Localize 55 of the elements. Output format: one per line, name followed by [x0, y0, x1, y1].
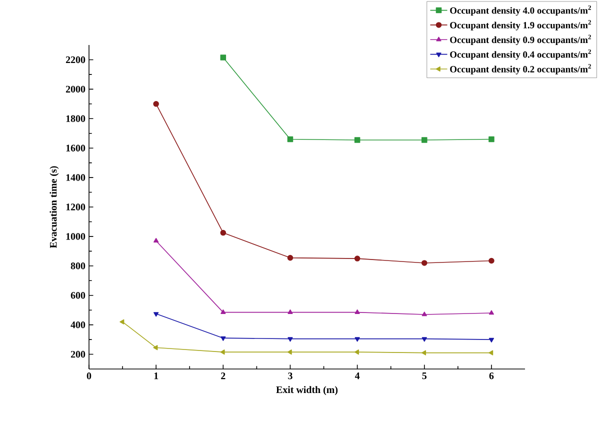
- point: [422, 312, 427, 316]
- point: [154, 238, 159, 243]
- legend-label: Occupant density 0.4 occupants/m$^{2}$: [450, 49, 591, 60]
- x-tick-label: 6: [489, 372, 494, 380]
- point: [220, 309, 226, 314]
- legend-label: Occupant density 0.9 occupants/m$^{2}$: [450, 34, 591, 46]
- x-tick-label: 2: [221, 372, 226, 380]
- point: [354, 337, 360, 342]
- point: [354, 256, 360, 262]
- y-tick-label: 2000: [66, 86, 86, 93]
- x-tick-label: 5: [422, 372, 427, 380]
- y-tick-label: 1800: [66, 115, 86, 122]
- legend-label: Occupant density 4.0 occupants/m$^{2}$: [450, 5, 591, 16]
- point: [422, 337, 427, 342]
- legend-label: Occupant density 1.9 occupants/m$^{2}$: [450, 20, 591, 30]
- point: [220, 336, 226, 341]
- point: [220, 230, 226, 236]
- point: [421, 350, 426, 356]
- y-tick-label: 400: [70, 321, 86, 328]
- y-tick-label: 2200: [66, 56, 86, 64]
- y-tick-label: 1200: [66, 204, 86, 210]
- point: [288, 309, 293, 314]
- point: [287, 254, 294, 261]
- point: [488, 350, 494, 356]
- x-tick-label: 1: [154, 372, 158, 380]
- point: [421, 137, 428, 143]
- point: [421, 260, 428, 266]
- y-tick-label: 1400: [66, 174, 86, 181]
- point: [154, 312, 159, 317]
- y-tick-label: 1000: [66, 233, 86, 240]
- point: [220, 54, 226, 60]
- y-tick-label: 600: [70, 292, 86, 299]
- point: [288, 337, 293, 342]
- point: [488, 136, 494, 142]
- x-tick-label: 4: [354, 372, 360, 380]
- point: [153, 101, 159, 107]
- point: [287, 136, 294, 142]
- point: [354, 309, 360, 314]
- point: [220, 350, 225, 355]
- y-axis-title: Evacuation time (s): [50, 166, 59, 248]
- y-tick-label: 1600: [66, 144, 86, 152]
- x-tick-label: 0: [86, 372, 92, 380]
- x-axis-title: Exit width (m): [276, 386, 338, 396]
- point: [287, 350, 292, 355]
- y-tick-label: 200: [70, 350, 86, 358]
- x-tick-label: 3: [288, 372, 292, 380]
- point: [354, 350, 359, 355]
- point: [488, 310, 494, 315]
- point: [488, 338, 494, 342]
- legend-label: Occupant density 0.2 occupants/m$^{2}$: [450, 64, 591, 74]
- point: [120, 319, 124, 324]
- y-tick-label: 800: [70, 262, 86, 270]
- point: [354, 137, 360, 143]
- point: [153, 345, 158, 350]
- point: [488, 258, 494, 264]
